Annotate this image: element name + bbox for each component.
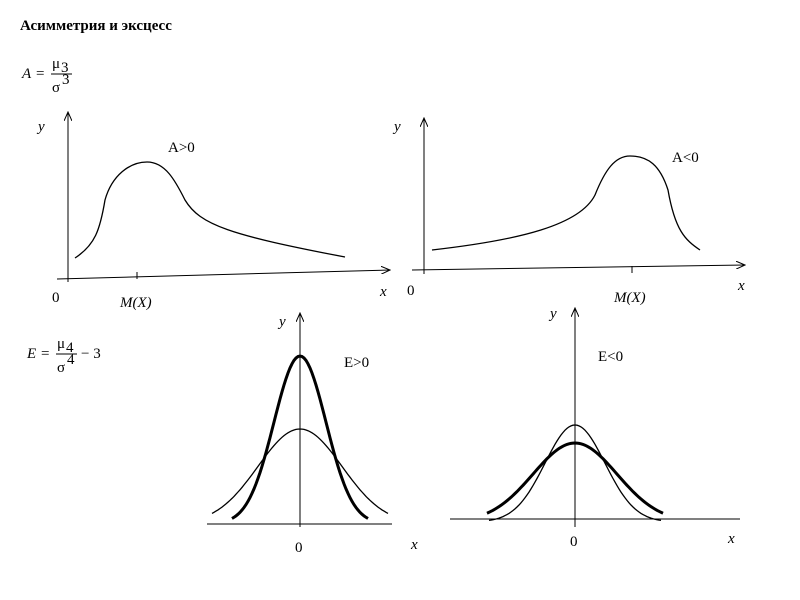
formula-asymmetry: A = μ 3 σ 3 [21, 56, 72, 96]
formula-excess: E = μ 4 σ 4 − 3 [26, 336, 101, 376]
origin: 0 [570, 534, 578, 550]
annotation: A<0 [672, 150, 699, 166]
x-label: x [410, 537, 418, 553]
x-label: x [379, 284, 387, 300]
formula-den: σ [52, 80, 60, 96]
panel-negative-excess: y x 0 E<0 [450, 306, 740, 550]
formula-index: 3 [61, 60, 69, 76]
title: Асимметрия и эксцесс [20, 18, 172, 34]
x-label: x [737, 278, 745, 294]
mean-label: M(X) [119, 295, 152, 311]
formula-power: 3 [62, 72, 70, 88]
formula-tail: − 3 [81, 346, 101, 362]
formula-eq: = [41, 346, 49, 362]
curve [486, 441, 664, 515]
formula-symbol: A [21, 66, 32, 82]
formula-power: 4 [67, 352, 75, 368]
panel-positive-skew: y x 0 M(X) A>0 [36, 112, 390, 311]
panel-positive-excess: y x 0 E>0 [207, 313, 418, 556]
curve [231, 354, 369, 520]
y-label: y [36, 119, 45, 135]
origin: 0 [52, 290, 60, 306]
x-axis [56, 270, 390, 280]
curve [211, 428, 389, 514]
annotation: E<0 [598, 349, 623, 365]
y-label: y [277, 314, 286, 330]
curve [431, 155, 701, 251]
origin: 0 [295, 540, 303, 556]
panel-negative-skew: y x 0 M(X) A<0 [392, 118, 745, 306]
curve [488, 424, 662, 522]
y-label: y [548, 306, 557, 322]
x-label: x [727, 531, 735, 547]
origin: 0 [407, 283, 415, 299]
formula-index: 4 [66, 340, 74, 356]
annotation: E>0 [344, 355, 369, 371]
curve [74, 161, 346, 259]
formula-den: σ [57, 360, 65, 376]
annotation: A>0 [168, 140, 195, 156]
x-axis [411, 265, 745, 271]
formula-eq: = [36, 66, 44, 82]
formula-symbol: E [26, 346, 36, 362]
y-label: y [392, 119, 401, 135]
mean-label: M(X) [613, 290, 646, 306]
formula-num: μ [52, 56, 60, 72]
formula-num: μ [57, 336, 65, 352]
